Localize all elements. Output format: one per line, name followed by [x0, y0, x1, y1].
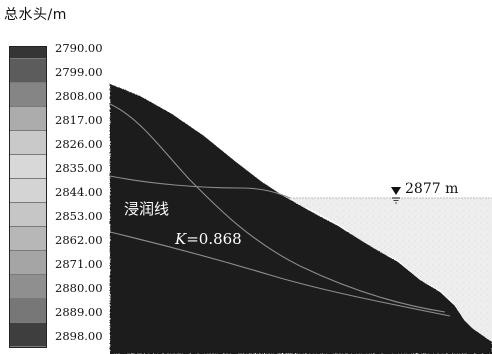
safety-factor-symbol: K: [174, 230, 187, 248]
legend-label: 2808.00: [55, 89, 103, 103]
legend-swatch: [10, 299, 46, 323]
slip-surface-upper: [109, 103, 446, 313]
legend-title: 总水头/m: [4, 7, 67, 23]
water-level-label: 2877 m: [405, 181, 458, 197]
legend-color-bar: [9, 46, 47, 348]
legend-label: 2871.00: [55, 257, 103, 271]
slip-surface-lower: [109, 231, 451, 317]
safety-factor-value: =0.868: [186, 230, 242, 248]
legend-swatch: [10, 47, 46, 59]
water-level-triangle-icon: [391, 187, 401, 195]
legend-swatch: [10, 155, 46, 179]
legend-label: 2826.00: [55, 137, 103, 151]
legend-label: 2880.00: [55, 281, 103, 295]
safety-factor-label: K=0.868: [174, 230, 242, 248]
legend-swatch: [10, 131, 46, 155]
legend-swatch: [10, 179, 46, 203]
legend-swatch: [10, 275, 46, 299]
legend-label: 2853.00: [55, 209, 103, 223]
slope-rock-mass: [110, 84, 492, 354]
legend-swatch: [10, 107, 46, 131]
legend-label: 2862.00: [55, 233, 103, 247]
phreatic-line: [109, 175, 291, 199]
water-level-marker: [391, 187, 401, 204]
legend-label: 2889.00: [55, 305, 103, 319]
legend-swatch: [10, 83, 46, 107]
legend-swatch: [10, 59, 46, 83]
legend-label: 2817.00: [55, 113, 103, 127]
legend-label: 2799.00: [55, 65, 103, 79]
legend-label: 2844.00: [55, 185, 103, 199]
legend-swatch: [10, 323, 46, 347]
legend-label: 2898.00: [55, 329, 103, 343]
phreatic-line-label: 浸润线: [124, 200, 169, 218]
reservoir-water-area: [278, 198, 492, 354]
legend-label: 2835.00: [55, 161, 103, 175]
legend-swatch: [10, 227, 46, 251]
legend-swatch: [10, 203, 46, 227]
legend-label: 2790.00: [55, 41, 103, 55]
legend-swatch: [10, 251, 46, 275]
